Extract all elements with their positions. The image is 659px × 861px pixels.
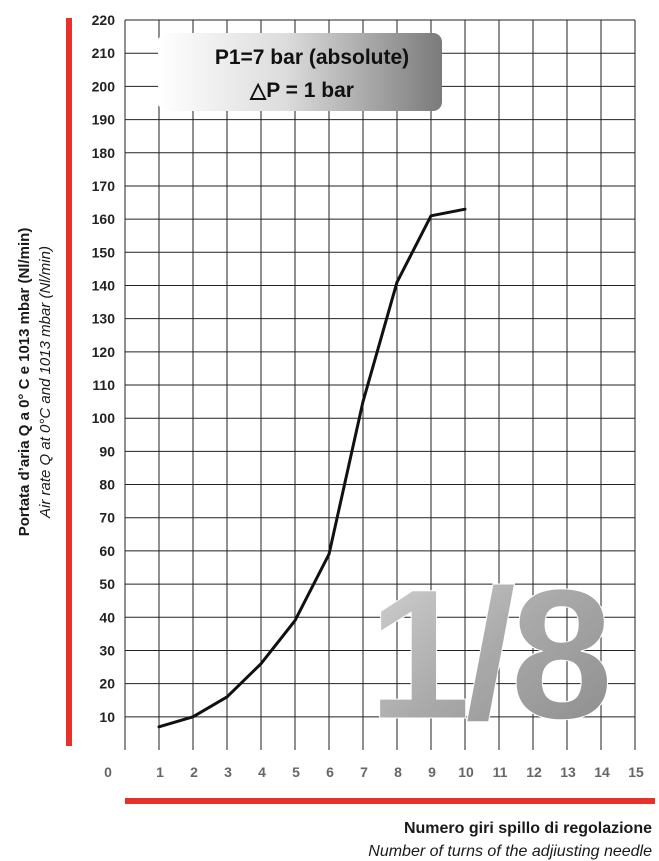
y-tick-label: 60 xyxy=(99,543,115,559)
grid xyxy=(124,19,636,750)
y-tick-label: 30 xyxy=(99,642,115,658)
x-tick-label: 7 xyxy=(360,764,368,780)
y-tick-label: 220 xyxy=(92,12,116,28)
x-axis-label: Numero giri spillo di regolazione xyxy=(404,820,652,837)
y-axis-accent-bar xyxy=(66,18,72,746)
y-tick-label: 100 xyxy=(92,410,116,426)
y-tick-label: 40 xyxy=(99,609,115,625)
x-tick-label: 2 xyxy=(190,764,198,780)
x-axis-label-secondary: Number of turns of the adjiusting needle xyxy=(368,843,652,860)
y-tick-label: 70 xyxy=(99,510,115,526)
y-tick-label: 140 xyxy=(92,277,116,293)
y-tick-label: 20 xyxy=(99,676,115,692)
x-tick-label: 4 xyxy=(258,764,266,780)
x-tick-label: 15 xyxy=(628,764,644,780)
x-tick-label: 3 xyxy=(224,764,232,780)
x-tick-label: 9 xyxy=(428,764,436,780)
x-tick-label: 6 xyxy=(326,764,334,780)
annotation-line2: △P = 1 bar xyxy=(249,79,354,102)
x-tick-label: 11 xyxy=(493,764,508,780)
x-tick-label: 14 xyxy=(594,764,610,780)
x-axis-accent-bar xyxy=(125,798,655,804)
y-tick-label: 90 xyxy=(99,443,115,459)
x-tick-label: 1 xyxy=(156,764,164,780)
x-tick-label: 10 xyxy=(458,764,474,780)
y-tick-label: 200 xyxy=(92,78,116,94)
y-tick-label: 170 xyxy=(92,178,116,194)
y-tick-label: 130 xyxy=(92,311,116,327)
y-tick-label: 210 xyxy=(92,45,116,61)
y-tick-label: 120 xyxy=(92,344,116,360)
y-tick-label: 190 xyxy=(92,112,116,128)
y-tick-label: 50 xyxy=(99,576,115,592)
x-tick-label: 8 xyxy=(394,764,402,780)
series-layer xyxy=(157,207,467,729)
x-tick-label: 5 xyxy=(292,764,300,780)
x-tick-label: 13 xyxy=(560,764,576,780)
x-tick-label: 0 xyxy=(104,764,112,780)
annotation-box xyxy=(158,33,442,111)
y-tick-label: 110 xyxy=(92,377,115,393)
y-axis-label: Portata d’aria Q a 0° C e 1013 mbar (Nl/… xyxy=(16,228,33,537)
y-tick-label: 80 xyxy=(99,477,115,493)
x-tick-labels: 0 1 2 3 4 5 6 7 8 9 10 11 12 13 14 15 xyxy=(104,764,644,780)
x-tick-label: 12 xyxy=(526,764,542,780)
y-tick-label: 150 xyxy=(92,244,116,260)
y-tick-label: 160 xyxy=(92,211,116,227)
y-tick-label: 10 xyxy=(99,709,115,725)
annotation-line1: P1=7 bar (absolute) xyxy=(215,46,409,69)
y-tick-label: 180 xyxy=(92,145,116,161)
y-tick-labels: 10 20 30 40 50 60 70 80 90 100 110 120 130 140 150 160 1… xyxy=(92,12,116,725)
series-line xyxy=(157,207,467,729)
watermark-text: 1/8 xyxy=(368,552,608,758)
y-axis-label-secondary: Air rate Q at 0°C and 1013 mbar (Nl/min) xyxy=(37,246,54,519)
